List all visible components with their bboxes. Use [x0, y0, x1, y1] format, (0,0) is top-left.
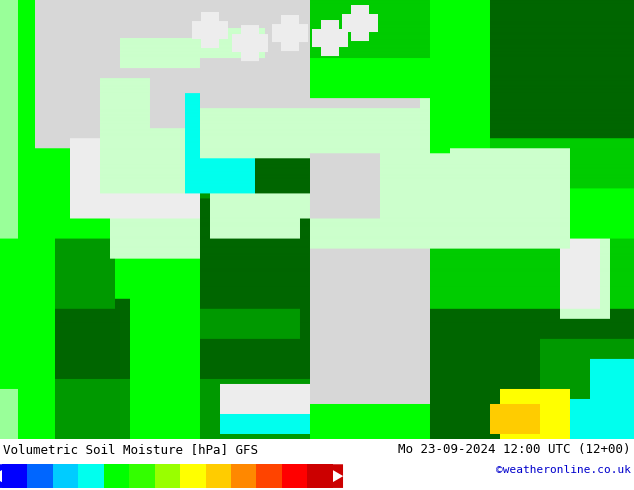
Bar [180, 465, 205, 488]
Bar [282, 465, 307, 488]
Bar [78, 465, 104, 488]
FancyArrow shape [0, 465, 12, 488]
Text: Volumetric Soil Moisture [hPa] GFS: Volumetric Soil Moisture [hPa] GFS [3, 442, 258, 456]
Bar [231, 465, 257, 488]
Bar [27, 465, 53, 488]
Bar [129, 465, 155, 488]
Text: Mo 23-09-2024 12:00 UTC (12+00): Mo 23-09-2024 12:00 UTC (12+00) [398, 442, 631, 456]
Bar [104, 465, 129, 488]
Bar [53, 465, 78, 488]
Text: ©weatheronline.co.uk: ©weatheronline.co.uk [496, 466, 631, 475]
Bar [257, 465, 282, 488]
Bar [307, 465, 333, 488]
Bar [2, 465, 27, 488]
Bar [205, 465, 231, 488]
Bar [155, 465, 180, 488]
FancyArrow shape [323, 465, 343, 488]
